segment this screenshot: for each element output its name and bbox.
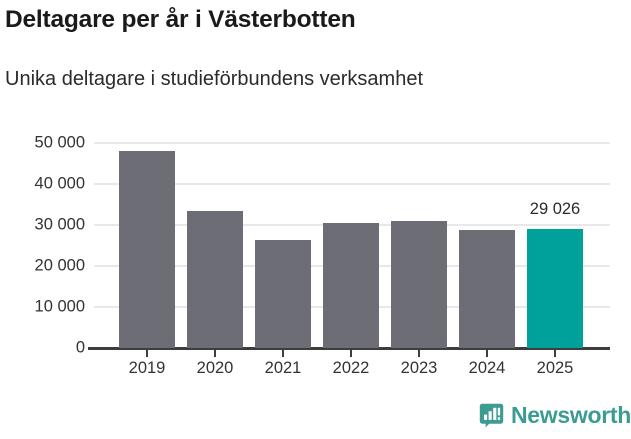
bar-chart-speech-bubble-icon [479, 403, 504, 428]
x-axis-tick-label-2021: 2021 [264, 359, 302, 377]
x-axis-tick-label-2024: 2024 [468, 359, 506, 377]
y-axis-tick-label: 10 000 [34, 297, 85, 316]
bar-2019[interactable] [119, 150, 175, 348]
y-axis-tick-label: 40 000 [34, 174, 85, 193]
y-axis-tick-label: 0 [75, 338, 85, 357]
y-axis-tick-label: 20 000 [34, 256, 85, 275]
gridline [94, 141, 610, 144]
x-axis-tick [486, 348, 488, 357]
bar-2024[interactable] [459, 230, 515, 348]
y-axis-tick-label: 30 000 [34, 215, 85, 234]
x-axis-tick-label-2022: 2022 [332, 359, 370, 377]
x-axis-line [88, 347, 610, 350]
y-axis-tick-label: 50 000 [34, 133, 85, 151]
x-axis-tick [350, 348, 352, 357]
newsworthy-logo: Newsworthy [479, 403, 631, 428]
x-axis-tick-label-2025: 2025 [536, 359, 574, 377]
bar-2021[interactable] [255, 240, 311, 348]
x-axis-tick-label-2023: 2023 [400, 359, 438, 377]
page-title: Deltagare per år i Västerbotten [5, 6, 356, 33]
x-axis-tick [214, 348, 216, 357]
x-axis-tick [146, 348, 148, 357]
x-axis-tick [282, 348, 284, 357]
bar-2023[interactable] [391, 220, 447, 348]
bar-2020[interactable] [187, 210, 243, 348]
chart-subtitle: Unika deltagare i studieförbundens verks… [5, 68, 424, 90]
gridline [94, 182, 610, 185]
x-axis-tick [554, 348, 556, 357]
x-axis-tick [418, 348, 420, 357]
x-axis-tick-label-2019: 2019 [128, 359, 166, 377]
bar-value-label: 29 026 [529, 199, 581, 218]
newsworthy-wordmark: Newsworthy [511, 402, 631, 428]
bar-2025[interactable] [527, 228, 583, 348]
bar-2022[interactable] [323, 223, 379, 348]
x-axis-tick-label-2020: 2020 [196, 359, 234, 377]
